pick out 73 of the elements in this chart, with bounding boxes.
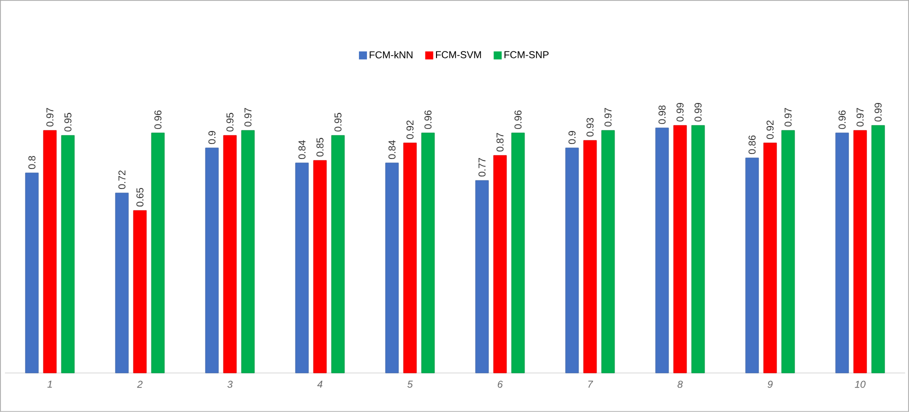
x-tick-label: 8 (678, 380, 683, 388)
bar (853, 130, 867, 374)
bar (511, 132, 525, 374)
data-label: 0.95 (64, 112, 72, 132)
bar (655, 128, 669, 374)
x-tick-label: 2 (137, 380, 143, 388)
data-label: 0.97 (604, 108, 612, 127)
data-label: 0.92 (766, 120, 774, 140)
bar (745, 158, 759, 374)
data-label: 0.96 (838, 110, 846, 130)
bar (871, 125, 885, 374)
x-tick-label: 5 (407, 380, 413, 388)
data-label: 0.8 (28, 156, 36, 170)
data-label: 0.65 (136, 188, 144, 207)
bar (421, 132, 435, 374)
data-label: 0.99 (874, 103, 882, 122)
bar (403, 142, 417, 374)
legend-label: FCM-kNN (370, 51, 412, 58)
data-label: 0.95 (226, 112, 234, 132)
x-tick-label: 4 (317, 380, 322, 388)
data-label: 0.86 (748, 135, 756, 154)
data-label: 0.95 (334, 112, 342, 132)
bar (835, 132, 849, 374)
data-label: 0.97 (784, 108, 792, 127)
data-label: 0.9 (208, 131, 216, 144)
data-label: 0.84 (388, 140, 396, 160)
data-label: 0.98 (658, 105, 666, 124)
bar (25, 172, 39, 374)
data-label: 0.97 (856, 108, 864, 127)
bar (565, 148, 579, 374)
data-label: 0.84 (298, 140, 306, 160)
bar (313, 160, 327, 374)
bar (673, 125, 687, 374)
data-label: 0.99 (676, 103, 684, 122)
bar (151, 132, 165, 374)
bar (241, 130, 255, 374)
legend-label: FCM-SNP (504, 51, 549, 58)
data-label: 0.96 (154, 110, 162, 130)
data-label: 0.87 (496, 133, 504, 152)
legend-label: FCM-SVM (436, 51, 481, 58)
x-tick-label: 6 (498, 380, 503, 388)
bar (43, 130, 57, 374)
data-label: 0.96 (514, 110, 522, 130)
data-label: 0.85 (316, 138, 324, 157)
x-tick-label: 3 (227, 380, 233, 388)
data-label: 0.99 (694, 103, 702, 122)
bar (61, 135, 75, 374)
x-tick-label: 9 (768, 380, 773, 388)
bar (223, 135, 237, 374)
data-label: 0.96 (424, 110, 432, 130)
data-label: 0.9 (568, 131, 576, 144)
data-label: 0.93 (586, 118, 594, 137)
bar (385, 162, 399, 374)
data-label: 0.77 (478, 158, 486, 177)
x-tick-label: 7 (588, 380, 594, 388)
bar (331, 135, 345, 374)
bar (205, 148, 219, 374)
bar (475, 180, 489, 374)
bar (781, 130, 795, 374)
bar (691, 125, 705, 374)
x-tick-label: 10 (854, 380, 866, 388)
data-label: 0.97 (46, 108, 54, 127)
data-label: 0.97 (244, 108, 252, 127)
bar (133, 210, 147, 374)
x-tick-label: 1 (47, 380, 52, 388)
bar (493, 155, 507, 374)
bar (763, 142, 777, 374)
data-label: 0.72 (118, 170, 126, 190)
bar (583, 140, 597, 374)
data-label: 0.92 (406, 120, 414, 140)
bar (295, 162, 309, 374)
bar (115, 192, 129, 374)
bar (601, 130, 615, 374)
